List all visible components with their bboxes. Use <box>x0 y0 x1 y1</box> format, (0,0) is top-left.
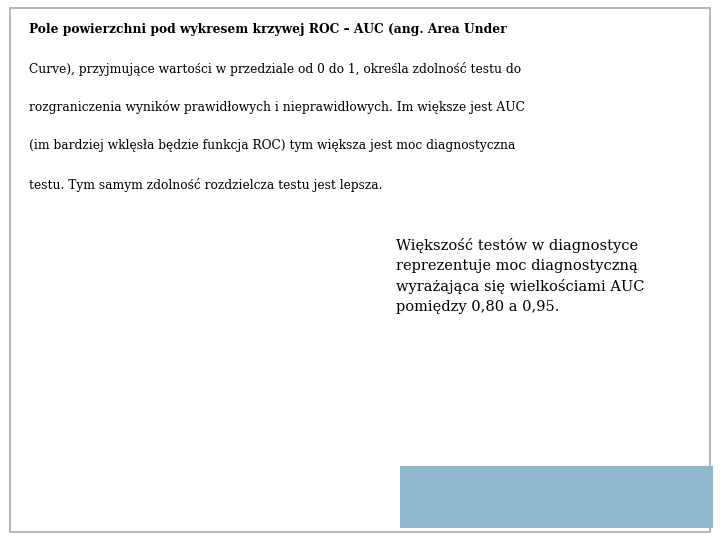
Text: AUC = 1,0: AUC = 1,0 <box>71 257 127 266</box>
X-axis label: 1 - Swoistosc: 1 - Swoistosc <box>158 506 228 515</box>
Text: AUC = 0,9: AUC = 0,9 <box>132 333 191 342</box>
Y-axis label: Czulość: Czulość <box>19 348 29 389</box>
Text: AUC = 0,5: AUC = 0,5 <box>215 409 274 417</box>
Title: Krzywa ROC: Krzywa ROC <box>155 235 230 248</box>
FancyBboxPatch shape <box>400 466 713 528</box>
Text: Większość testów w diagnostyce
reprezentuje moc diagnostyczną
wyrażająca się wie: Większość testów w diagnostyce reprezent… <box>396 238 644 314</box>
Text: Pole powierzchni pod wykresem krzywej ROC – AUC (ang. Area Under: Pole powierzchni pod wykresem krzywej RO… <box>29 23 506 36</box>
Text: rozgraniczenia wyników prawidłowych i nieprawidłowych. Im większe jest AUC: rozgraniczenia wyników prawidłowych i ni… <box>29 100 525 114</box>
Text: (im bardziej wklęsła będzie funkcja ROC) tym większa jest moc diagnostyczna: (im bardziej wklęsła będzie funkcja ROC)… <box>29 139 516 152</box>
FancyBboxPatch shape <box>10 8 710 532</box>
Text: testu. Tym samym zdolność rozdzielcza testu jest lepsza.: testu. Tym samym zdolność rozdzielcza te… <box>29 178 382 192</box>
Text: Curve), przyjmujące wartości w przedziale od 0 do 1, określa zdolność testu do: Curve), przyjmujące wartości w przedzial… <box>29 62 521 76</box>
